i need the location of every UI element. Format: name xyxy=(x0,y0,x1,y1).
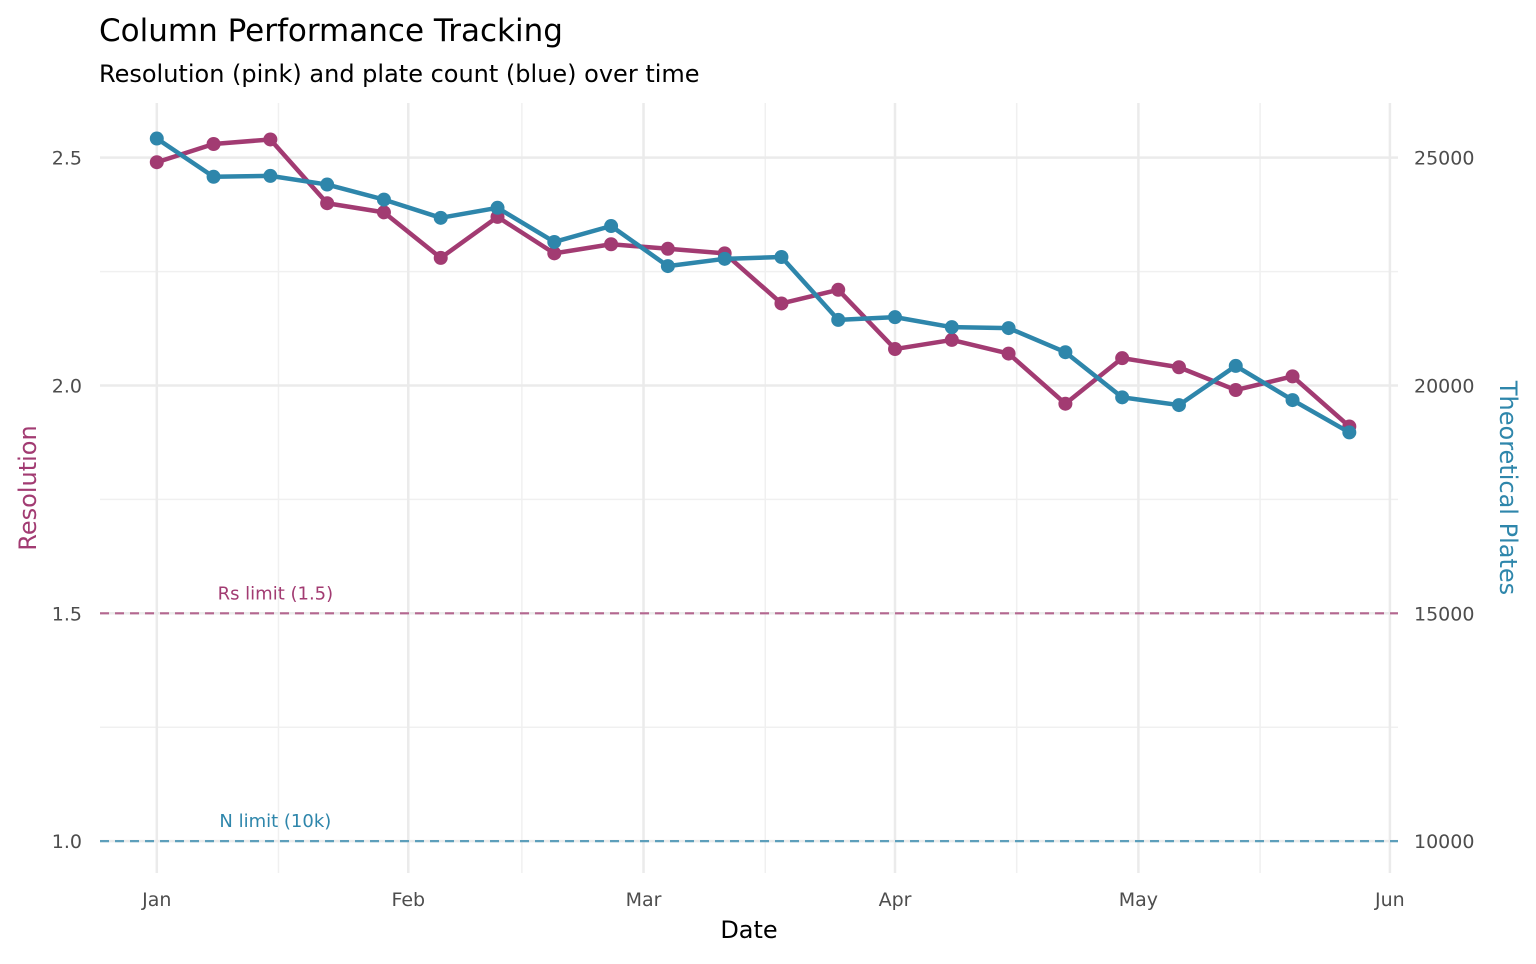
x-tick-label: Jan xyxy=(141,889,171,911)
data-point xyxy=(774,250,789,264)
chart-title: Column Performance Tracking xyxy=(99,13,563,49)
y2-tick-label: 25000 xyxy=(1414,148,1474,170)
series-layer xyxy=(149,131,1357,440)
data-point xyxy=(1228,383,1243,398)
y-tick-label: 1.0 xyxy=(52,831,82,853)
data-point xyxy=(888,342,903,357)
data-point xyxy=(1342,425,1357,440)
data-point xyxy=(490,200,505,215)
x-tick-label: Feb xyxy=(391,889,425,911)
data-point xyxy=(149,131,164,146)
data-point xyxy=(320,177,335,192)
data-point xyxy=(1228,358,1243,373)
data-point xyxy=(320,196,335,211)
data-point xyxy=(717,251,732,266)
x-axis-label: Date xyxy=(720,916,777,944)
y2-tick-label: 20000 xyxy=(1414,375,1474,397)
y-axis-label: Resolution xyxy=(14,425,42,550)
data-point xyxy=(376,205,391,220)
data-point xyxy=(1171,398,1186,413)
data-point xyxy=(433,210,448,225)
y-tick-label: 1.5 xyxy=(52,603,82,625)
data-point xyxy=(1001,321,1016,336)
data-point xyxy=(376,192,391,207)
data-point xyxy=(206,169,221,184)
data-point xyxy=(660,241,675,256)
data-point xyxy=(547,246,562,261)
grid xyxy=(100,103,1398,873)
x-tick-label: Mar xyxy=(626,889,662,911)
data-point xyxy=(263,132,278,147)
data-point xyxy=(1115,351,1130,366)
y2-tick-label: 15000 xyxy=(1414,603,1474,625)
data-point xyxy=(206,137,221,152)
reference-label: N limit (10k) xyxy=(219,811,331,832)
data-point xyxy=(1058,396,1073,411)
data-point xyxy=(944,320,959,335)
x-tick-label: Apr xyxy=(879,889,912,911)
reference-label: Rs limit (1.5) xyxy=(218,583,334,604)
data-point xyxy=(831,282,846,297)
data-point xyxy=(888,310,903,325)
data-point xyxy=(774,296,789,311)
chart-subtitle: Resolution (pink) and plate count (blue)… xyxy=(99,60,700,88)
data-point xyxy=(831,312,846,327)
data-point xyxy=(263,168,278,183)
data-point xyxy=(604,237,619,252)
reference-lines: Rs limit (1.5) N limit (10k) xyxy=(100,583,1398,843)
data-point xyxy=(1285,393,1300,408)
axes: 1.0 10000 1.5 15000 2.0 20000 2.5 25000 Jan Feb Ma… xyxy=(52,148,1475,911)
data-point xyxy=(1171,360,1186,375)
data-point xyxy=(1001,346,1016,361)
y2-axis-label: Theoretical Plates xyxy=(1494,380,1522,595)
data-point xyxy=(944,332,959,347)
y2-tick-label: 10000 xyxy=(1414,831,1474,853)
x-tick-label: May xyxy=(1119,889,1158,911)
data-point xyxy=(547,234,562,249)
series-line-theoretical-plates xyxy=(155,136,1351,435)
data-point xyxy=(1115,390,1130,405)
data-point xyxy=(149,155,164,170)
y-tick-label: 2.0 xyxy=(52,375,82,397)
data-point xyxy=(660,259,675,274)
data-point xyxy=(1285,369,1300,384)
data-point xyxy=(1058,345,1073,360)
data-point xyxy=(433,250,448,265)
x-tick-label: Jun xyxy=(1374,889,1405,911)
data-point xyxy=(604,219,619,234)
y-tick-label: 2.5 xyxy=(52,148,82,170)
series-line-resolution xyxy=(156,137,1351,429)
